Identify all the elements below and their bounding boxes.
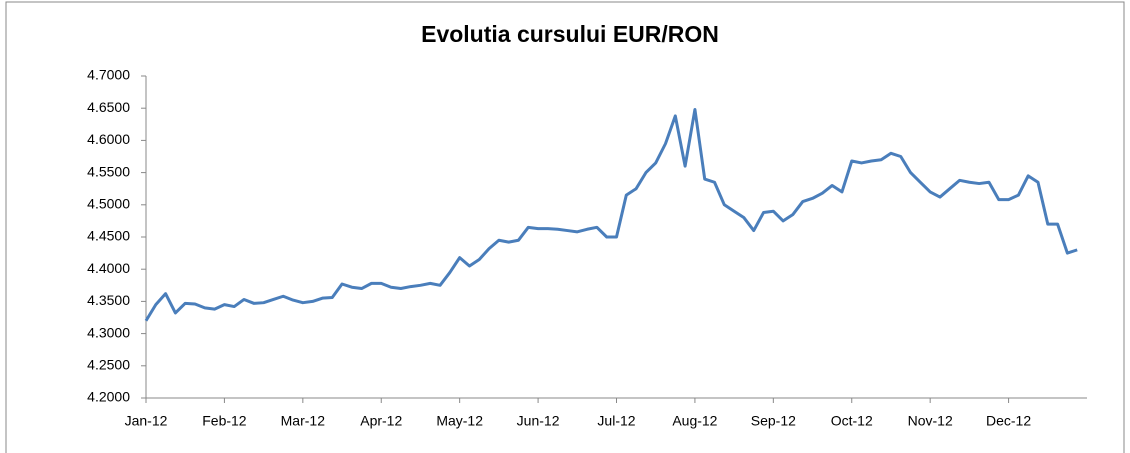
chart-border xyxy=(5,1,1125,453)
y-tick-label: 4.6000 xyxy=(87,131,130,147)
x-tick-label: Apr-12 xyxy=(360,413,402,429)
data-line xyxy=(144,107,1078,322)
x-tick-label: Aug-12 xyxy=(672,413,717,429)
x-tick-label: Feb-12 xyxy=(202,413,247,429)
x-tick-label: Jun-12 xyxy=(517,413,560,429)
x-tick-label: Nov-12 xyxy=(908,413,953,429)
x-tick-label: Jan-12 xyxy=(125,413,168,429)
y-tick-label: 4.3500 xyxy=(87,292,130,308)
y-tick-label: 4.4500 xyxy=(87,228,130,244)
y-tick-label: 4.5500 xyxy=(87,163,130,179)
x-tick-label: Dec-12 xyxy=(986,413,1031,429)
y-tick-label: 4.6500 xyxy=(87,99,130,115)
x-tick-label: May-12 xyxy=(436,413,483,429)
x-tick-label: Mar-12 xyxy=(281,413,326,429)
y-tick-label: 4.5000 xyxy=(87,196,130,212)
x-tick-label: Sep-12 xyxy=(751,413,796,429)
y-tick-label: 4.7000 xyxy=(87,67,130,83)
y-tick-label: 4.4000 xyxy=(87,260,130,276)
y-tick-label: 4.2500 xyxy=(87,357,130,373)
y-tick-label: 4.2000 xyxy=(87,389,130,405)
x-tick-label: Oct-12 xyxy=(831,413,873,429)
chart-title: Evolutia cursului EUR/RON xyxy=(421,21,719,47)
y-tick-label: 4.3000 xyxy=(87,324,130,340)
x-tick-label: Jul-12 xyxy=(597,413,635,429)
